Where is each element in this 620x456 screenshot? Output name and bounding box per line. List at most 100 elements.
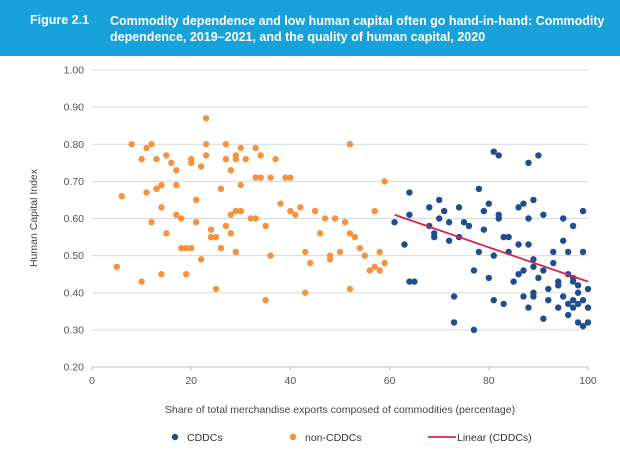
non-cddc-point — [371, 207, 378, 215]
y-tick-label: 1.00 — [64, 65, 85, 77]
cddc-point — [560, 215, 567, 222]
cddc-point — [455, 204, 463, 211]
cddc-point — [550, 259, 557, 267]
non-cddc-point — [173, 167, 180, 174]
x-tick-label: 80 — [483, 375, 495, 387]
y-axis-ticks: 0.20 0.30 0.40 0.50 0.60 0.70 0.80 0.90 1.00 — [64, 65, 85, 374]
cddc-point — [535, 152, 542, 159]
cddc-point — [485, 274, 492, 282]
non-cddc-point — [237, 181, 244, 189]
cddc-point — [515, 204, 522, 211]
non-cddc-point — [222, 141, 230, 148]
cddc-point — [495, 152, 502, 159]
non-cddc-point — [267, 252, 274, 259]
non-cddc-point — [143, 144, 150, 152]
non-cddc-point — [178, 245, 185, 252]
cddc-point — [540, 315, 547, 322]
cddc-point — [490, 148, 497, 155]
y-tick-label: 0.30 — [64, 324, 85, 336]
non-cddc-point — [252, 174, 259, 181]
figure-banner: Figure 2.1 Commodity dependence and low … — [0, 0, 620, 56]
non-cddc-point — [356, 245, 364, 252]
non-cddc-point — [351, 233, 359, 241]
non-cddc-point — [262, 222, 269, 230]
cddc-point — [505, 233, 512, 241]
non-cddc-point — [118, 193, 125, 200]
cddc-point — [500, 300, 507, 308]
non-cddc-point — [346, 230, 354, 237]
non-cddc-point — [381, 178, 388, 185]
cddc-point — [584, 304, 592, 311]
y-tick-label: 0.70 — [64, 176, 85, 188]
cddc-point — [490, 296, 497, 304]
linear-trendline — [394, 213, 589, 283]
non-cddc-point — [227, 167, 235, 174]
non-cddc-point — [207, 226, 215, 233]
non-cddc-point — [237, 207, 244, 215]
cddc-point — [540, 211, 547, 218]
cddc-point — [475, 185, 483, 192]
non-cddc-point — [212, 233, 220, 241]
y-tick-label: 0.80 — [64, 139, 85, 151]
non-cddc-point — [312, 207, 319, 215]
non-cddc-point — [202, 152, 210, 159]
non-cddc-point — [257, 174, 264, 181]
non-cddc-point — [227, 211, 235, 218]
cddc-point — [500, 233, 507, 241]
non-cddc-point — [173, 211, 180, 218]
grid-lines — [92, 69, 588, 368]
non-cddc-point — [287, 174, 294, 181]
cddc-point — [431, 233, 438, 241]
legend-trend-label: Linear (CDDCs) — [457, 432, 532, 444]
non-cddc-point — [302, 248, 309, 256]
non-cddc-point — [163, 230, 170, 237]
non-cddc-point — [113, 263, 121, 270]
cddc-point — [406, 189, 413, 196]
cddc-point — [530, 196, 537, 204]
cddc-point — [584, 319, 592, 326]
non-cddc-point — [158, 181, 165, 189]
cddc-point — [579, 207, 587, 215]
non-cddc-point — [188, 245, 195, 252]
non-cddc-point — [282, 174, 289, 181]
non-cddc-point — [232, 207, 240, 215]
cddc-point — [525, 215, 532, 222]
cddc-point — [445, 219, 453, 226]
cddc-point — [574, 289, 582, 296]
non-cddc-point — [183, 270, 190, 278]
cddc-point — [465, 222, 473, 230]
non-cddc-point — [158, 270, 165, 278]
non-cddc-point — [148, 141, 155, 148]
cddc-point — [569, 222, 577, 230]
non-cddc-point — [128, 141, 135, 148]
legend-non-cddc-marker — [289, 433, 297, 441]
non-cddc-point — [346, 141, 354, 148]
non-cddc-point — [212, 285, 220, 293]
cddc-point — [460, 219, 468, 226]
non-cddc-point — [178, 215, 185, 222]
x-tick-label: 20 — [185, 375, 197, 387]
cddc-point — [574, 282, 582, 289]
non-cddc-point — [168, 159, 175, 167]
cddc-point — [550, 248, 557, 256]
non-cddc-point — [336, 248, 344, 256]
non-cddc-point — [247, 215, 254, 222]
non-cddc-point — [138, 155, 145, 163]
non-cddc-point — [262, 296, 269, 304]
cddc-point — [515, 270, 522, 278]
non-cddc-point — [153, 185, 160, 192]
cddc-point — [574, 300, 582, 308]
cddc-point — [545, 285, 552, 293]
cddc-point — [436, 215, 443, 222]
cddc-point — [525, 304, 532, 311]
cddc-point — [584, 285, 592, 293]
non-cddc-point — [307, 259, 314, 267]
cddc-point — [525, 159, 532, 167]
cddc-point — [391, 219, 398, 226]
cddc-point — [530, 256, 537, 263]
non-cddc-point — [331, 215, 339, 222]
non-cddc-point — [153, 155, 160, 163]
non-cddc-point — [371, 263, 378, 270]
cddc-point — [490, 252, 497, 259]
